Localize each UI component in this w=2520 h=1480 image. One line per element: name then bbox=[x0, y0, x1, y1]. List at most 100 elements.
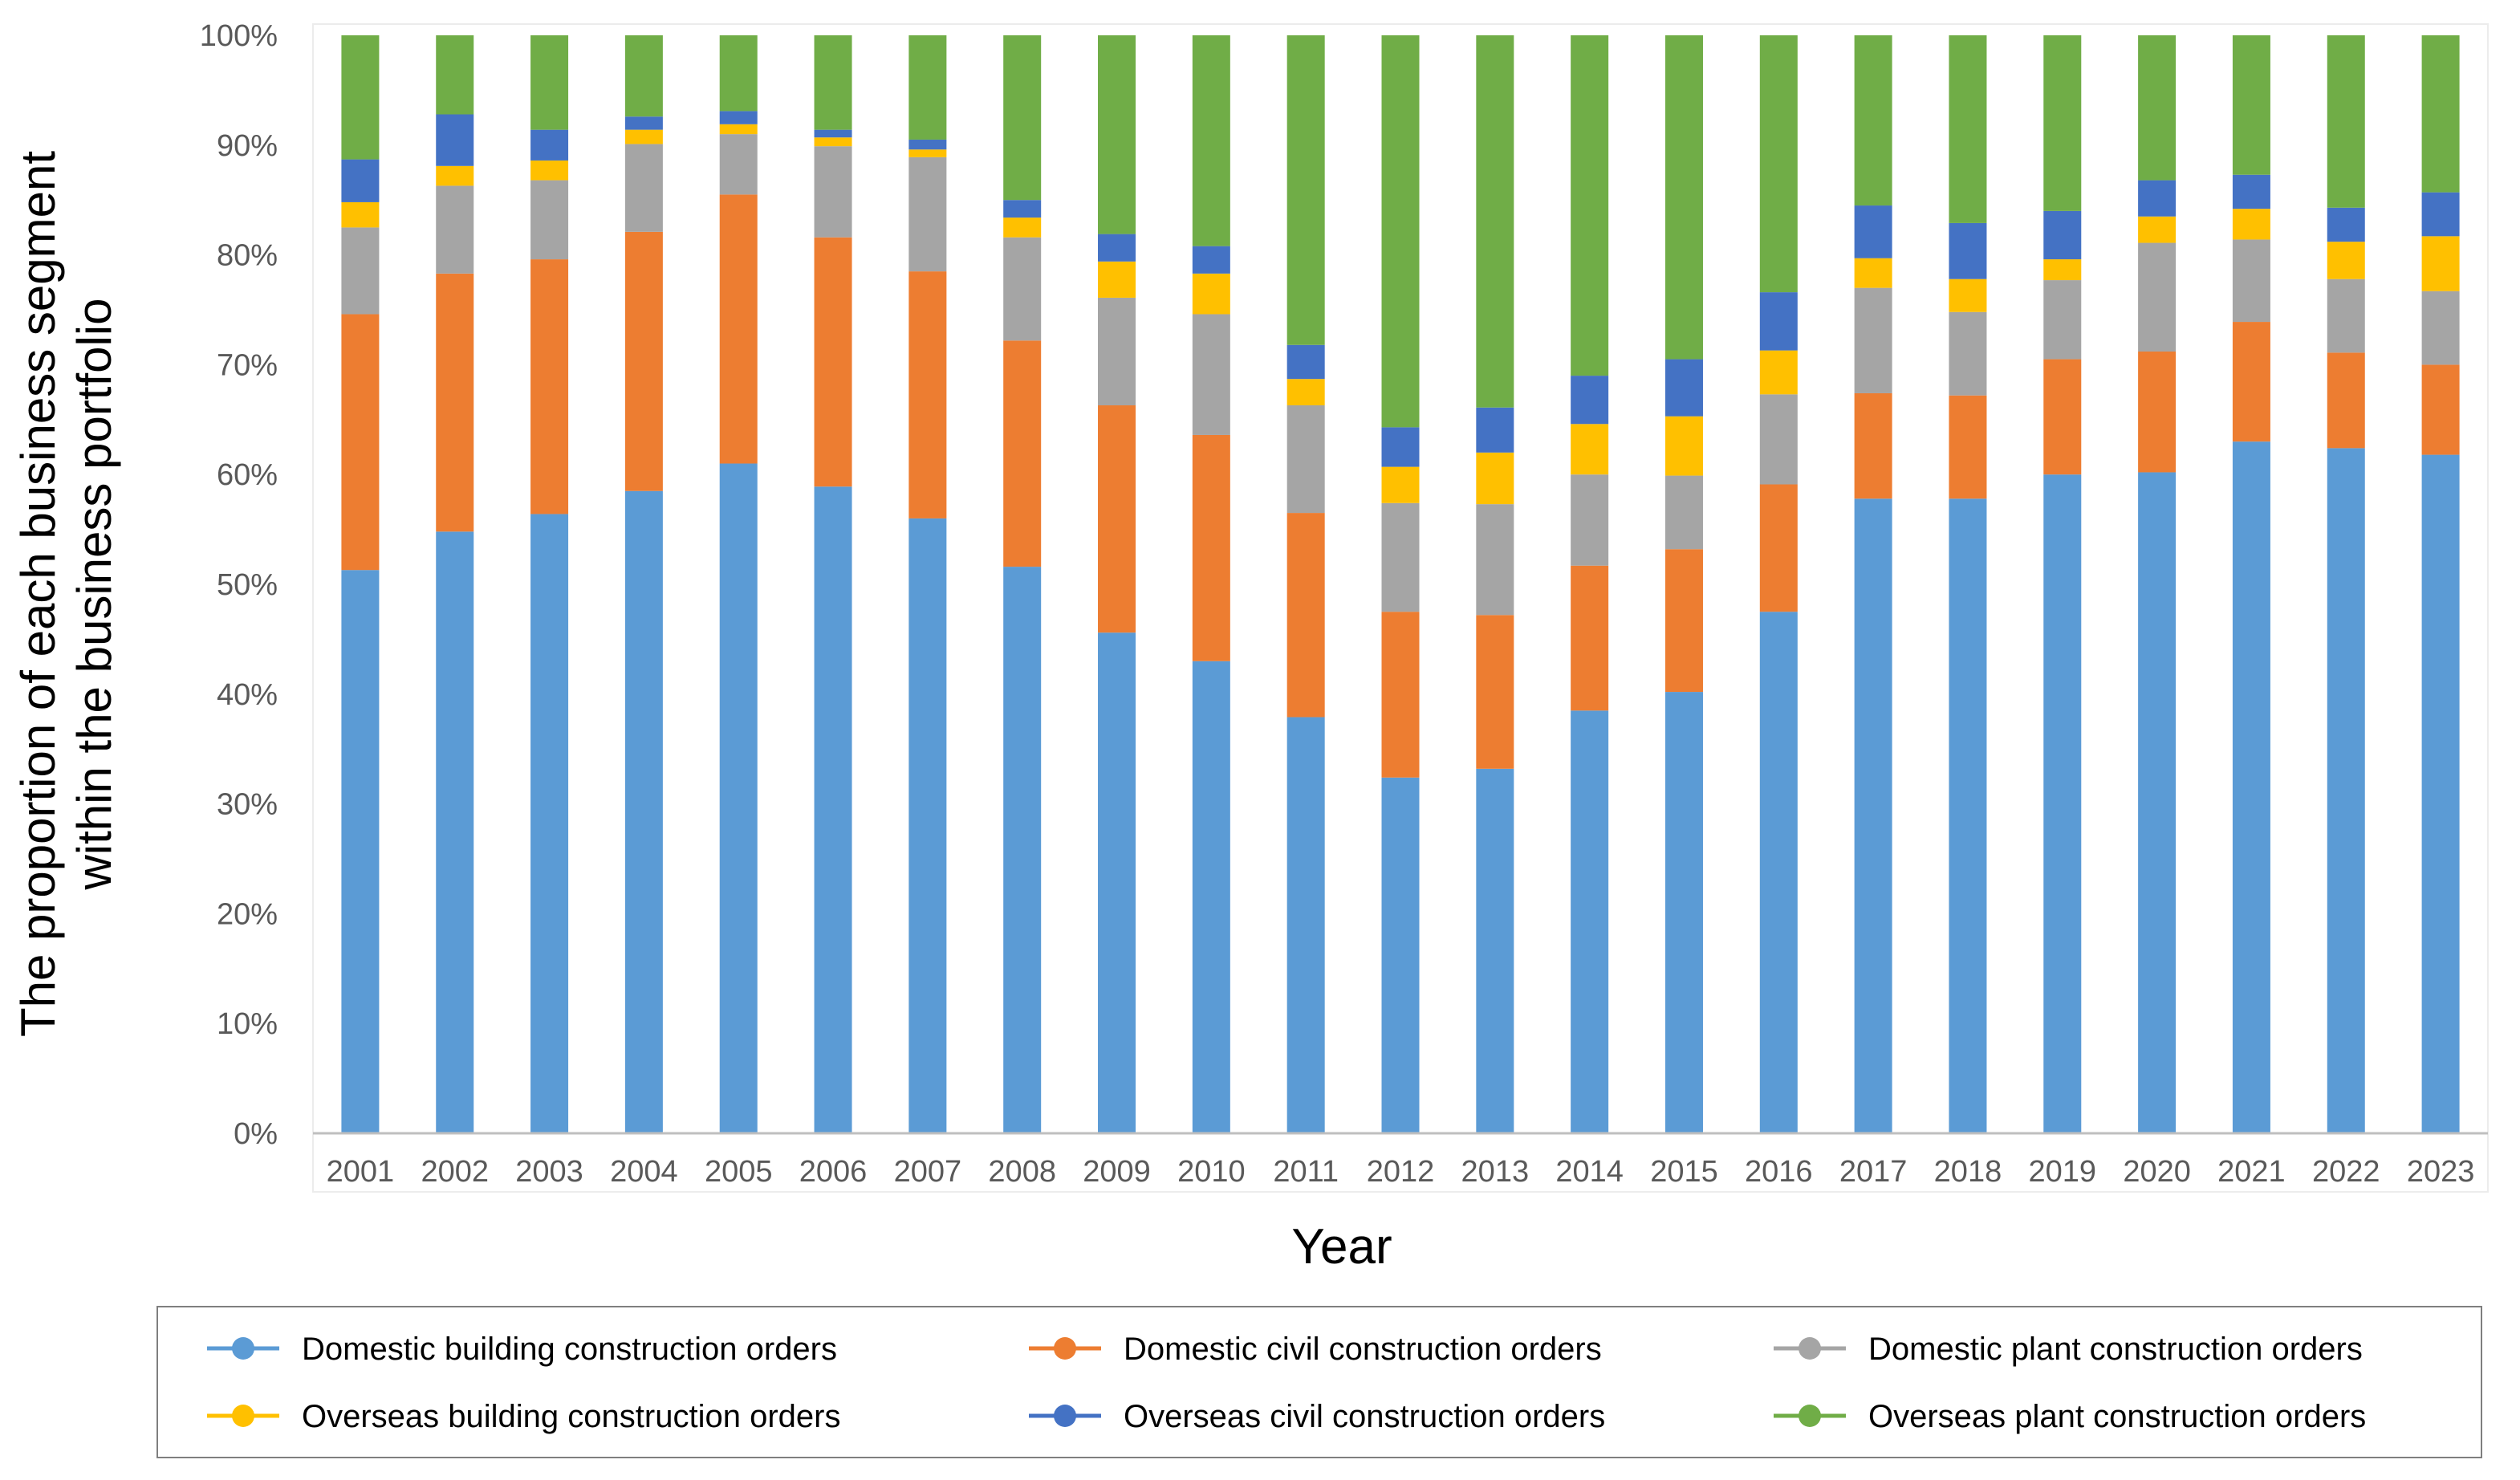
bar-segment-series-6 bbox=[1571, 35, 1609, 376]
legend-marker-swatch bbox=[1799, 1337, 1821, 1360]
bar-group-2004 bbox=[624, 35, 663, 1133]
y-tick-label: 90% bbox=[217, 129, 278, 163]
legend-marker-swatch bbox=[1054, 1405, 1076, 1427]
x-tick-label: 2019 bbox=[2029, 1155, 2097, 1189]
bar-segment-series-2 bbox=[2043, 359, 2082, 475]
legend-item-4: Overseas building construction orders bbox=[207, 1399, 840, 1434]
x-tick-label: 2023 bbox=[2407, 1155, 2475, 1189]
bar-group-2020 bbox=[2138, 35, 2177, 1133]
bar-segment-series-4 bbox=[1854, 258, 1892, 288]
bar-segment-series-3 bbox=[1759, 394, 1798, 485]
x-tick-label: 2011 bbox=[1273, 1155, 1339, 1189]
bar-segment-series-4 bbox=[624, 129, 663, 144]
legend-marker-swatch bbox=[1054, 1337, 1076, 1360]
bar-segment-series-2 bbox=[530, 259, 569, 514]
bar-segment-series-4 bbox=[1003, 218, 1042, 238]
bar-segment-series-6 bbox=[2232, 35, 2270, 175]
bar-segment-series-1 bbox=[1664, 692, 1703, 1133]
bar-segment-series-3 bbox=[1571, 474, 1609, 566]
legend-item-2: Domestic civil construction orders bbox=[1029, 1332, 1602, 1367]
bar-segment-series-3 bbox=[1098, 297, 1136, 406]
bar-segment-series-2 bbox=[436, 273, 474, 532]
bar-group-2016 bbox=[1759, 35, 1798, 1133]
y-tick-label: 100% bbox=[200, 19, 278, 53]
bar-segment-series-6 bbox=[2421, 35, 2460, 193]
bar-segment-series-3 bbox=[1003, 237, 1042, 341]
y-tick-label: 40% bbox=[217, 678, 278, 712]
bar-segment-series-3 bbox=[1949, 311, 1987, 396]
bar-segment-series-3 bbox=[1664, 475, 1703, 550]
bar-segment-series-2 bbox=[1854, 392, 1892, 499]
bar-segment-series-5 bbox=[908, 139, 947, 150]
bar-segment-series-5 bbox=[530, 129, 569, 161]
bar-group-2014 bbox=[1571, 35, 1609, 1133]
bar-group-2021 bbox=[2232, 35, 2270, 1133]
bar-segment-series-5 bbox=[624, 116, 663, 130]
legend-label: Domestic plant construction orders bbox=[1868, 1332, 2363, 1367]
legend-item-3: Domestic plant construction orders bbox=[1774, 1332, 2363, 1367]
x-tick-label: 2018 bbox=[1934, 1155, 2002, 1189]
bar-segment-series-2 bbox=[1003, 340, 1042, 567]
bar-segment-series-4 bbox=[1286, 379, 1325, 406]
bar-segment-series-2 bbox=[624, 231, 663, 491]
bar-segment-series-5 bbox=[1949, 222, 1987, 279]
y-tick-label: 60% bbox=[217, 458, 278, 492]
bar-segment-series-4 bbox=[2138, 216, 2177, 243]
bar-group-2002 bbox=[436, 35, 474, 1133]
bar-segment-series-3 bbox=[1192, 314, 1230, 435]
bar-segment-series-4 bbox=[719, 124, 758, 135]
x-tick-label: 2021 bbox=[2217, 1155, 2286, 1189]
bar-segment-series-3 bbox=[1854, 287, 1892, 393]
bar-group-2012 bbox=[1381, 35, 1420, 1133]
bar-segment-series-4 bbox=[1098, 261, 1136, 298]
x-tick-label: 2015 bbox=[1650, 1155, 1718, 1189]
bars-layer bbox=[341, 35, 2460, 1133]
legend-label: Overseas building construction orders bbox=[302, 1399, 840, 1434]
legend-item-1: Domestic building construction orders bbox=[207, 1332, 837, 1367]
y-tick-label: 70% bbox=[217, 348, 278, 382]
bar-segment-series-4 bbox=[1381, 466, 1420, 503]
y-tick-label: 20% bbox=[217, 897, 278, 931]
legend-item-5: Overseas civil construction orders bbox=[1029, 1399, 1605, 1434]
legend-marker-swatch bbox=[1799, 1405, 1821, 1427]
x-tick-label: 2007 bbox=[894, 1155, 962, 1189]
bar-segment-series-5 bbox=[1381, 427, 1420, 467]
bar-segment-series-1 bbox=[624, 490, 663, 1133]
x-tick-label: 2017 bbox=[1839, 1155, 1908, 1189]
bar-segment-series-5 bbox=[2043, 210, 2082, 260]
bar-segment-series-3 bbox=[1381, 502, 1420, 612]
bar-segment-series-1 bbox=[1192, 661, 1230, 1133]
bar-segment-series-6 bbox=[436, 35, 474, 115]
bar-segment-series-5 bbox=[1759, 292, 1798, 351]
bar-segment-series-2 bbox=[1664, 549, 1703, 693]
bar-segment-series-6 bbox=[719, 35, 758, 112]
bar-segment-series-6 bbox=[1949, 35, 1987, 223]
bar-segment-series-2 bbox=[2421, 364, 2460, 455]
bar-segment-series-2 bbox=[814, 237, 852, 487]
bar-segment-series-2 bbox=[1192, 434, 1230, 661]
bar-segment-series-5 bbox=[436, 114, 474, 166]
bar-segment-series-4 bbox=[1664, 416, 1703, 476]
bar-segment-series-4 bbox=[2232, 209, 2270, 240]
bar-segment-series-1 bbox=[2138, 472, 2177, 1133]
bar-segment-series-1 bbox=[1476, 768, 1514, 1133]
legend-marker-swatch bbox=[232, 1405, 254, 1427]
x-tick-label: 2016 bbox=[1745, 1155, 1813, 1189]
bar-segment-series-5 bbox=[2138, 180, 2177, 217]
bar-segment-series-5 bbox=[1664, 359, 1703, 417]
x-tick-label: 2008 bbox=[988, 1155, 1056, 1189]
bar-group-2017 bbox=[1854, 35, 1892, 1133]
bar-segment-series-4 bbox=[530, 160, 569, 181]
x-tick-label: 2012 bbox=[1367, 1155, 1435, 1189]
bar-segment-series-1 bbox=[341, 570, 380, 1133]
bar-group-2011 bbox=[1286, 35, 1325, 1133]
bar-segment-series-4 bbox=[1949, 279, 1987, 312]
bar-segment-series-6 bbox=[1003, 35, 1042, 201]
legend-label: Overseas civil construction orders bbox=[1124, 1399, 1605, 1434]
bar-segment-series-3 bbox=[1286, 405, 1325, 514]
bar-segment-series-3 bbox=[341, 227, 380, 315]
bar-segment-series-6 bbox=[814, 35, 852, 130]
bar-segment-series-3 bbox=[1476, 504, 1514, 616]
bar-segment-series-5 bbox=[2421, 192, 2460, 237]
